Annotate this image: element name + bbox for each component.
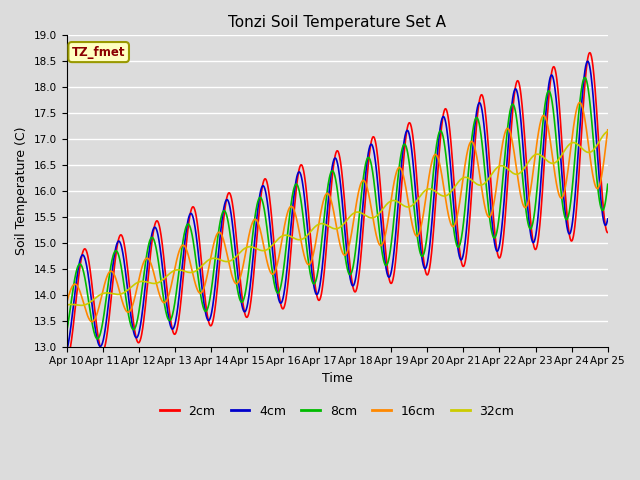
8cm [314, 271, 321, 277]
32cm [292, 236, 300, 242]
Title: Tonzi Soil Temperature Set A: Tonzi Soil Temperature Set A [228, 15, 446, 30]
8cm [371, 186, 379, 192]
8cm [304, 253, 312, 259]
2cm [604, 229, 612, 235]
2cm [292, 188, 300, 193]
8cm [105, 276, 113, 282]
8cm [63, 330, 70, 336]
4cm [604, 216, 612, 222]
16cm [63, 301, 70, 307]
16cm [604, 127, 612, 133]
32cm [604, 129, 612, 134]
Text: TZ_fmet: TZ_fmet [72, 46, 125, 59]
32cm [63, 302, 70, 308]
4cm [63, 348, 70, 354]
16cm [105, 270, 113, 276]
Y-axis label: Soil Temperature (C): Soil Temperature (C) [15, 127, 28, 255]
4cm [313, 291, 321, 297]
4cm [292, 177, 300, 183]
2cm [313, 294, 321, 300]
16cm [292, 216, 300, 221]
Line: 32cm: 32cm [67, 132, 608, 305]
Line: 16cm: 16cm [67, 103, 608, 322]
Line: 2cm: 2cm [67, 53, 608, 360]
2cm [586, 50, 593, 56]
32cm [314, 222, 321, 228]
Line: 8cm: 8cm [67, 78, 608, 339]
16cm [127, 307, 134, 312]
8cm [581, 75, 589, 81]
2cm [104, 321, 112, 327]
2cm [303, 198, 311, 204]
4cm [303, 223, 311, 229]
16cm [576, 100, 584, 106]
32cm [105, 290, 113, 296]
16cm [371, 226, 379, 231]
2cm [127, 293, 134, 299]
16cm [314, 229, 321, 235]
Legend: 2cm, 4cm, 8cm, 16cm, 32cm: 2cm, 4cm, 8cm, 16cm, 32cm [155, 400, 520, 423]
32cm [304, 232, 312, 238]
16cm [304, 261, 312, 267]
2cm [371, 135, 378, 141]
X-axis label: Time: Time [322, 372, 353, 385]
4cm [127, 310, 134, 315]
4cm [104, 301, 112, 307]
16cm [88, 319, 96, 324]
8cm [127, 322, 134, 328]
32cm [371, 214, 379, 220]
8cm [93, 336, 101, 342]
Line: 4cm: 4cm [67, 61, 608, 351]
32cm [77, 302, 85, 308]
8cm [604, 181, 612, 187]
2cm [63, 357, 70, 362]
4cm [371, 152, 378, 157]
4cm [584, 59, 591, 64]
32cm [127, 285, 134, 290]
8cm [292, 181, 300, 187]
